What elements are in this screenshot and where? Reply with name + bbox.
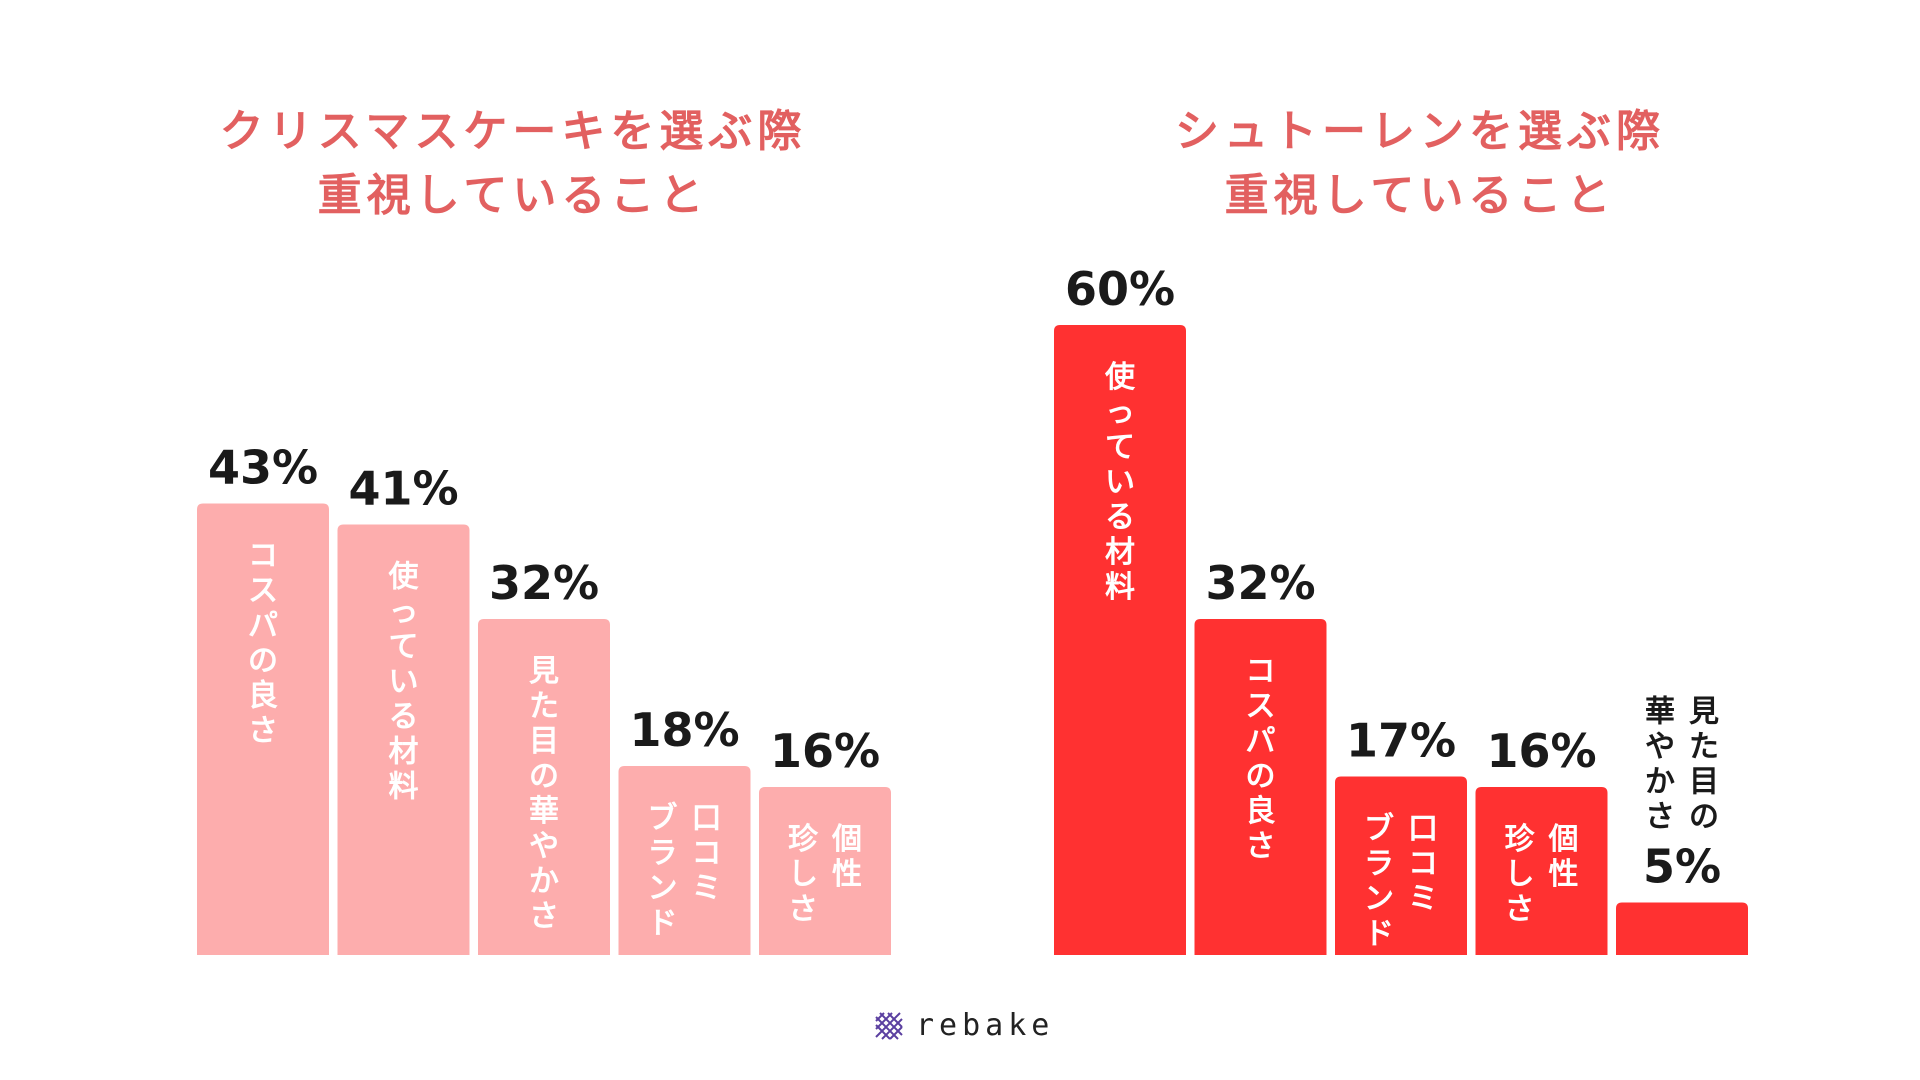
bar-category-label: ブランド [648, 801, 678, 941]
brand-name: rebake [916, 1008, 1055, 1043]
bar-category-label: コスパの良さ [1246, 654, 1276, 864]
bar [1194, 619, 1327, 955]
chart-title-line: 重視していること [1224, 170, 1616, 221]
bar-category-label: コスパの良さ [248, 539, 278, 749]
bar-category-label: 珍しさ [1505, 822, 1536, 927]
bar [1054, 325, 1186, 955]
bar-value-label: 43% [208, 441, 318, 495]
bar [478, 619, 610, 955]
chart-title-right: シュトーレンを選ぶ際 重視していること [970, 100, 1870, 228]
bar-value-label: 60% [1065, 262, 1175, 316]
bar-category-label: 口コミ [692, 801, 722, 906]
bar-value-label: 16% [1486, 724, 1596, 778]
bar-category-label: 口コミ [1408, 812, 1438, 917]
bar-category-label: ブランド [1364, 812, 1394, 952]
bar [618, 766, 751, 955]
bar [1616, 902, 1748, 955]
bar-value-label: 32% [1205, 556, 1315, 610]
chart-title-line: 重視していること [317, 170, 709, 221]
bar-category-label: 個性 [1548, 822, 1579, 892]
bar-category-label: 珍しさ [788, 822, 819, 927]
bar-category-label: 個性 [831, 822, 862, 892]
bar-value-label: 16% [770, 724, 880, 778]
chart-title-line: クリスマスケーキを選ぶ際 [219, 106, 807, 157]
chart-title-line: シュトーレンを選ぶ際 [1175, 106, 1665, 157]
bar [759, 787, 891, 955]
bar [337, 524, 470, 955]
bar-value-label: 18% [629, 703, 739, 757]
bar [1335, 776, 1467, 955]
bar-category-label: 見た目の華やかさ [529, 654, 559, 934]
bar-category-label: 華やかさ [1645, 695, 1675, 835]
bar-value-label: 32% [489, 556, 599, 610]
bar-value-label: 17% [1346, 714, 1456, 768]
bar-category-label: 使っている材料 [388, 560, 420, 805]
bar [1475, 787, 1608, 955]
brand-logo: rebake [872, 1008, 1054, 1043]
hatched-diamond-icon [875, 1011, 903, 1040]
bar-category-label: 見た目の [1689, 695, 1719, 835]
chart-title-left: クリスマスケーキを選ぶ際 重視していること [63, 100, 963, 228]
bar-value-label: 5% [1643, 840, 1721, 894]
bar-value-label: 41% [348, 462, 458, 516]
bar [197, 503, 329, 955]
bar-category-label: 使っている材料 [1104, 360, 1136, 605]
